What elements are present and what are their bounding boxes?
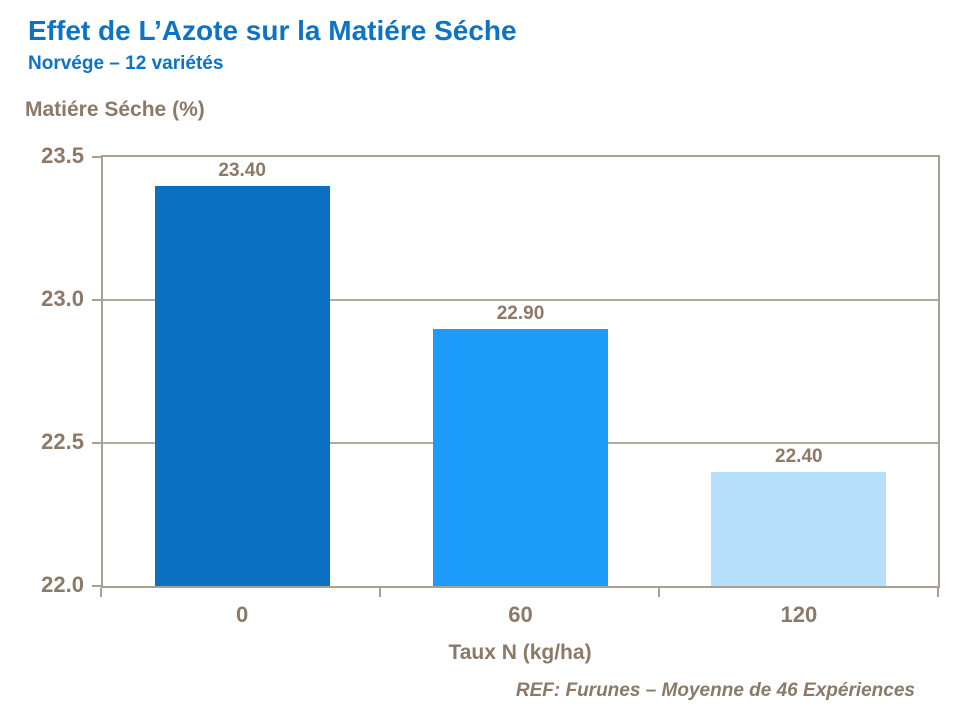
bar-value-label: 22.90 (496, 302, 545, 324)
x-tick-mark (379, 588, 381, 597)
y-tick-mark (92, 156, 101, 158)
plot-area: 23.40 22.90 22.40 (101, 155, 940, 588)
x-tick-label: 0 (236, 602, 249, 627)
bar-0 (154, 185, 330, 586)
y-tick-mark (92, 442, 101, 444)
bar-value-label: 23.40 (218, 159, 266, 181)
y-tick-mark (92, 299, 101, 301)
chart-title: Effet de L’Azote sur la Matiére Séche (28, 15, 517, 46)
chart-subtitle: Norvége – 12 variétés (28, 53, 224, 74)
x-tick-label: 120 (780, 602, 818, 627)
x-tick-mark (100, 588, 102, 597)
y-tick-label: 22.0 (41, 572, 84, 597)
bar-60 (433, 328, 608, 586)
x-tick-mark (937, 588, 939, 597)
bar-value-label: 22.40 (775, 445, 823, 467)
x-tick-label: 60 (508, 602, 533, 627)
y-tick-label: 23.0 (41, 286, 84, 311)
y-axis-title: Matiére Séche (%) (25, 98, 205, 121)
y-tick-label: 22.5 (41, 429, 84, 454)
y-tick-label: 23.5 (41, 143, 84, 168)
reference-text: REF: Furunes – Moyenne de 46 Expériences (515, 680, 915, 701)
gridline (103, 299, 938, 301)
x-tick-mark (658, 588, 660, 597)
x-axis-title: Taux N (kg/ha) (448, 641, 592, 664)
y-tick-mark (92, 585, 101, 587)
bar-120 (711, 471, 887, 586)
